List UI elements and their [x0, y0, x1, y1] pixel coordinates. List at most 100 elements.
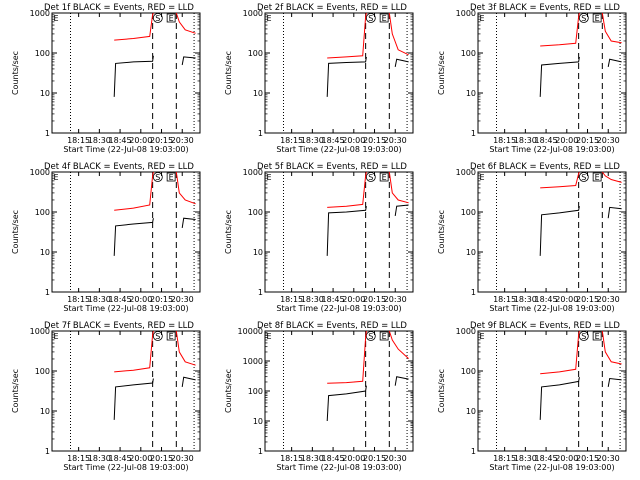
x-tick-label: 18:30: [514, 136, 537, 145]
y-axis-label: Counts/sec: [224, 210, 233, 254]
x-tick-label: 20:15: [150, 295, 173, 304]
chart-panel-4: Det 4f BLACK = Events, RED = LLD 1 10 100 10…: [11, 162, 201, 313]
x-axis-label: Start Time (22-Jul-08 19:03:00): [63, 463, 188, 472]
series-events-segment-1: [326, 56, 367, 97]
x-tick-label: 18:30: [88, 136, 111, 145]
end-marker-box: [166, 331, 176, 341]
chart-panel-9: Det 9f BLACK = Events, RED = LLD 1 10 100 10…: [437, 321, 627, 472]
start-marker-label: S: [581, 332, 586, 341]
series-lld-segment-1: [327, 12, 367, 59]
series-lld-segment-2: [601, 12, 622, 44]
chart-title: Det 7f BLACK = Events, RED = LLD: [44, 321, 194, 331]
x-tick-label: 18:45: [535, 454, 558, 463]
y-tick-label: 10: [253, 417, 263, 426]
chart-title: Det 8f BLACK = Events, RED = LLD: [257, 321, 407, 331]
end-marker-label: E: [595, 332, 600, 341]
x-axis-label: Start Time (22-Jul-08 19:03:00): [276, 304, 401, 313]
x-axis-label: Start Time (22-Jul-08 19:03:00): [489, 304, 614, 313]
end-marker-label: E: [382, 332, 387, 341]
x-tick-label: 20:00: [129, 295, 152, 304]
end-marker-box: [592, 331, 602, 341]
series-lld-segment-1: [327, 171, 367, 208]
series-events-segment-2: [181, 217, 196, 228]
y-axis-label: Counts/sec: [437, 51, 446, 95]
series-events-segment-1: [113, 378, 154, 420]
y-tick-label: 100: [35, 49, 50, 58]
y-tick-label: 10: [253, 248, 263, 257]
chart-panel-1: Det 1f BLACK = Events, RED = LLD 1 10 100 10…: [11, 3, 201, 154]
series-events-segment-1: [539, 206, 580, 256]
y-tick-label: 10: [40, 89, 50, 98]
x-tick-label: 20:00: [129, 454, 152, 463]
start-marker-label: S: [368, 14, 373, 23]
end-marker-box: [379, 13, 389, 23]
y-tick-label: 1000: [30, 327, 50, 336]
x-tick-label: 18:15: [280, 136, 303, 145]
end-marker-label: E: [169, 173, 174, 182]
x-tick-label: 20:30: [597, 454, 620, 463]
chart-title: Det 1f BLACK = Events, RED = LLD: [44, 3, 194, 13]
y-tick-label: 1: [45, 288, 50, 297]
series-lld-segment-2: [388, 330, 409, 359]
series-lld-segment-2: [601, 171, 622, 183]
series-lld-segment-2: [175, 12, 196, 34]
series-events-segment-1: [539, 377, 580, 420]
x-tick-label: 18:45: [322, 136, 345, 145]
chart-title: Det 9f BLACK = Events, RED = LLD: [470, 321, 620, 331]
series-events-segment-2: [181, 56, 196, 66]
chart-title: Det 5f BLACK = Events, RED = LLD: [257, 162, 407, 172]
x-tick-label: 20:30: [384, 136, 407, 145]
plot-frame: [477, 330, 627, 452]
x-tick-label: 20:15: [576, 295, 599, 304]
y-tick-label: 1000: [243, 357, 263, 366]
start-marker-label: S: [155, 173, 160, 182]
end-marker-label: E: [595, 14, 600, 23]
x-tick-label: 20:15: [363, 136, 386, 145]
edge-marker-label: E: [266, 332, 271, 341]
x-tick-label: 18:45: [535, 136, 558, 145]
start-marker-circle: [365, 13, 376, 23]
y-axis-label: Counts/sec: [224, 51, 233, 95]
start-marker-label: S: [368, 332, 373, 341]
end-marker-label: E: [595, 173, 600, 182]
start-marker-circle: [578, 13, 589, 23]
plot-frame: [264, 171, 414, 293]
series-events-segment-1: [113, 55, 154, 97]
x-tick-label: 20:00: [129, 136, 152, 145]
edge-marker-label: E: [479, 332, 484, 341]
x-tick-label: 20:15: [363, 454, 386, 463]
y-axis-label: Counts/sec: [11, 210, 20, 254]
chart-panel-7: Det 7f BLACK = Events, RED = LLD 1 10 100 10…: [11, 321, 201, 472]
end-marker-label: E: [382, 173, 387, 182]
x-axis-label: Start Time (22-Jul-08 19:03:00): [63, 145, 188, 154]
edge-marker-label: E: [53, 173, 58, 182]
x-tick-label: 18:15: [493, 454, 516, 463]
plot-frame: [51, 12, 201, 134]
x-tick-label: 18:45: [535, 295, 558, 304]
y-tick-label: 10000: [238, 327, 263, 336]
start-marker-circle: [152, 13, 163, 23]
x-tick-label: 18:15: [280, 295, 303, 304]
y-tick-label: 100: [461, 49, 476, 58]
end-marker-box: [379, 172, 389, 182]
x-tick-label: 18:45: [322, 454, 345, 463]
series-events-segment-2: [607, 206, 622, 219]
chart-title: Det 6f BLACK = Events, RED = LLD: [470, 162, 620, 172]
y-tick-label: 1: [471, 129, 476, 138]
x-tick-label: 20:30: [384, 454, 407, 463]
x-tick-label: 20:30: [384, 295, 407, 304]
series-lld-segment-2: [601, 330, 622, 365]
chart-title: Det 3f BLACK = Events, RED = LLD: [470, 3, 620, 13]
chart-title: Det 2f BLACK = Events, RED = LLD: [257, 3, 407, 13]
chart-panel-8: Det 8f BLACK = Events, RED = LLD 1 10 100 10…: [224, 321, 414, 472]
x-tick-label: 20:30: [171, 136, 194, 145]
x-tick-label: 20:00: [342, 454, 365, 463]
edge-marker-label: E: [266, 14, 271, 23]
end-marker-label: E: [169, 332, 174, 341]
series-events-segment-1: [539, 56, 580, 97]
y-tick-label: 1: [471, 447, 476, 456]
x-tick-label: 20:15: [150, 454, 173, 463]
x-axis-label: Start Time (22-Jul-08 19:03:00): [276, 145, 401, 154]
y-tick-label: 1: [45, 129, 50, 138]
